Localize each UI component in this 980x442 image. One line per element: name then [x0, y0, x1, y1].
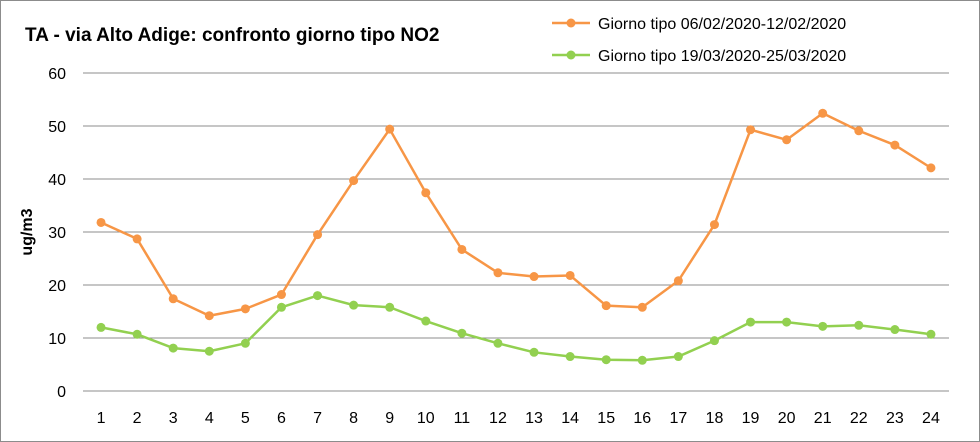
data-point [782, 317, 792, 327]
data-point [529, 272, 539, 282]
data-point [457, 328, 467, 338]
y-axis-ticks: 0 10 20 30 40 50 60 [48, 66, 66, 401]
data-point [746, 125, 756, 135]
y-tick-label: 40 [48, 172, 66, 189]
data-point [385, 124, 395, 134]
data-point [601, 301, 611, 311]
x-tick-label: 1 [97, 410, 106, 427]
x-tick-label: 11 [454, 410, 471, 427]
data-point [168, 343, 178, 353]
data-point [240, 304, 250, 314]
data-point [890, 325, 900, 335]
y-tick-label: 30 [48, 225, 66, 242]
x-tick-label: 4 [205, 410, 214, 427]
data-point [385, 302, 395, 312]
data-point [709, 220, 719, 230]
legend: Giorno tipo 06/02/2020-12/02/2020 Giorno … [552, 16, 846, 65]
x-tick-label: 6 [277, 410, 286, 427]
x-tick-label: 2 [133, 410, 142, 427]
data-point [132, 234, 142, 244]
x-axis-ticks: 1 2 3 4 5 6 7 8 9 10 11 12 13 14 15 16 17 18 19 20 21 22 23 24 [97, 410, 940, 427]
x-tick-label: 9 [385, 410, 394, 427]
series-2 [96, 291, 936, 365]
data-point [854, 320, 864, 330]
data-point [565, 352, 575, 362]
y-tick-label: 20 [48, 278, 66, 295]
legend-entry: Giorno tipo 06/02/2020-12/02/2020 [552, 16, 846, 33]
x-tick-label: 22 [850, 410, 868, 427]
y-tick-label: 50 [48, 119, 66, 136]
x-tick-label: 8 [349, 410, 358, 427]
x-tick-label: 24 [922, 410, 940, 427]
x-tick-label: 7 [313, 410, 322, 427]
data-point [818, 321, 828, 331]
y-tick-label: 10 [48, 331, 66, 348]
legend-marker [566, 18, 576, 28]
legend-marker [566, 50, 576, 60]
data-point [854, 126, 864, 136]
legend-entry: Giorno tipo 19/03/2020-25/03/2020 [552, 48, 846, 65]
data-point [349, 300, 359, 310]
data-point [313, 291, 323, 301]
data-point [96, 217, 106, 227]
x-tick-label: 5 [241, 410, 250, 427]
data-point [601, 355, 611, 365]
data-point [421, 188, 431, 198]
data-point [709, 336, 719, 346]
data-point [96, 322, 106, 332]
y-tick-label: 0 [57, 384, 66, 401]
data-point [421, 316, 431, 326]
data-point [276, 290, 286, 300]
data-point [926, 329, 936, 339]
x-tick-label: 18 [706, 410, 724, 427]
series-1 [96, 108, 936, 321]
data-point [204, 311, 214, 321]
x-tick-label: 19 [742, 410, 760, 427]
data-point [457, 244, 467, 254]
data-point [637, 355, 647, 365]
series-layer [96, 108, 936, 365]
x-tick-label: 13 [525, 410, 543, 427]
data-point [673, 276, 683, 286]
data-point [890, 140, 900, 150]
x-tick-label: 12 [489, 410, 507, 427]
y-tick-label: 60 [48, 66, 66, 83]
data-point [818, 108, 828, 118]
data-point [493, 338, 503, 348]
data-point [204, 346, 214, 356]
data-point [782, 135, 792, 145]
legend-label: Giorno tipo 06/02/2020-12/02/2020 [598, 16, 846, 33]
chart-title: TA - via Alto Adige: confronto giorno ti… [25, 25, 439, 46]
x-tick-label: 23 [886, 410, 904, 427]
data-point [746, 317, 756, 327]
data-point [168, 294, 178, 304]
data-point [240, 338, 250, 348]
series-line [100, 112, 932, 317]
x-tick-label: 21 [814, 410, 832, 427]
x-tick-label: 15 [597, 410, 615, 427]
x-tick-label: 20 [778, 410, 796, 427]
legend-label: Giorno tipo 19/03/2020-25/03/2020 [598, 48, 846, 65]
data-point [565, 270, 575, 280]
data-point [132, 329, 142, 339]
x-tick-label: 16 [633, 410, 651, 427]
x-tick-label: 10 [417, 410, 435, 427]
data-point [349, 176, 359, 186]
data-point [493, 268, 503, 278]
data-point [637, 302, 647, 312]
x-tick-label: 17 [669, 410, 687, 427]
data-point [529, 347, 539, 357]
data-point [313, 230, 323, 240]
data-point [276, 302, 286, 312]
y-axis-title: ug/m3 [19, 208, 36, 255]
gridlines [83, 72, 949, 392]
x-tick-label: 3 [169, 410, 178, 427]
series-line [100, 294, 932, 362]
data-point [926, 163, 936, 173]
data-point [673, 352, 683, 362]
x-tick-label: 14 [561, 410, 579, 427]
